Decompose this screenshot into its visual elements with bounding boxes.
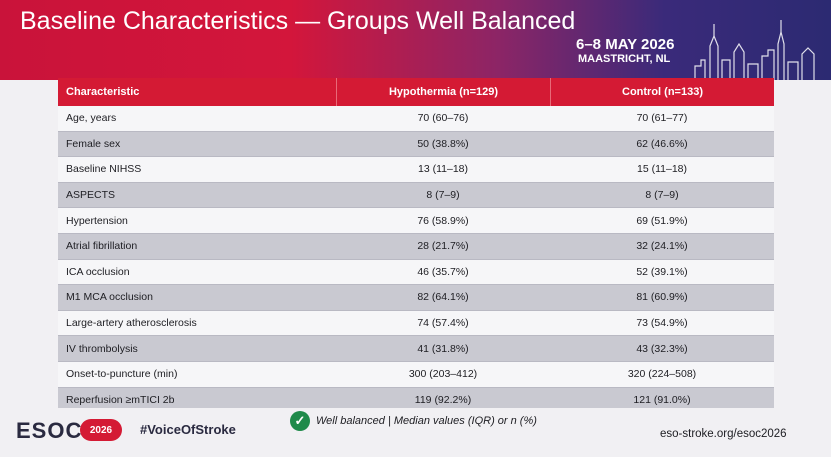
cell-hypothermia: 46 (35.7%)	[417, 265, 469, 278]
table-legend: Well balanced | Median values (IQR) or n…	[316, 415, 537, 427]
hashtag: #VoiceOfStroke	[140, 422, 236, 437]
cell-hypothermia: 76 (58.9%)	[417, 214, 469, 227]
cell-hypothermia: 50 (38.8%)	[417, 137, 469, 150]
header-hypothermia: Hypothermia (n=129)	[336, 78, 550, 106]
slide-footer: ESOC 2026 #VoiceOfStroke ✓ Well balanced…	[0, 408, 831, 457]
cell-control: 32 (24.1%)	[636, 240, 688, 253]
event-date: 6–8 MAY 2026	[576, 36, 675, 53]
baseline-table: Characteristic Hypothermia (n=129) Contr…	[58, 78, 774, 414]
table-row: Large-artery atherosclerosis 74 (57.4%) 73…	[58, 310, 774, 337]
cell-characteristic: M1 MCA occlusion	[66, 291, 153, 304]
table-row: ASPECTS 8 (7–9) 8 (7–9)	[58, 182, 774, 209]
table-row: Hypertension 76 (58.9%) 69 (51.9%)	[58, 208, 774, 234]
cell-control: 69 (51.9%)	[636, 214, 688, 227]
table-row: Onset-to-puncture (min) 300 (203–412) 320 …	[58, 361, 774, 388]
table-row: IV thrombolysis 41 (31.8%) 43 (32.3%)	[58, 336, 774, 362]
esoc-year-badge: 2026	[80, 419, 122, 441]
cell-hypothermia: 119 (92.2%)	[414, 393, 472, 406]
table-row: Age, years 70 (60–76) 70 (61–77)	[58, 106, 774, 132]
cell-characteristic: Reperfusion ≥mTICI 2b	[66, 393, 175, 406]
slide-title: Baseline Characteristics — Groups Well B…	[20, 7, 576, 35]
cell-hypothermia: 74 (57.4%)	[417, 317, 469, 330]
cell-characteristic: Atrial fibrillation	[66, 240, 138, 253]
esoc-logo: ESOC	[16, 418, 83, 443]
cell-control: 43 (32.3%)	[636, 342, 688, 355]
table-row: Female sex 50 (38.8%) 62 (46.6%)	[58, 131, 774, 158]
cell-characteristic: Baseline NIHSS	[66, 163, 142, 176]
table-row: Atrial fibrillation 28 (21.7%) 32 (24.1%)	[58, 233, 774, 260]
cell-control: 52 (39.1%)	[636, 265, 688, 278]
cell-hypothermia: 82 (64.1%)	[417, 291, 469, 304]
cell-characteristic: Hypertension	[66, 214, 128, 227]
cell-characteristic: Age, years	[66, 112, 117, 125]
cell-hypothermia: 8 (7–9)	[426, 189, 460, 202]
website-link[interactable]: eso-stroke.org/esoc2026	[660, 428, 787, 440]
cell-characteristic: ASPECTS	[66, 189, 116, 202]
cell-characteristic: Onset-to-puncture (min)	[66, 368, 178, 381]
slide-header: Baseline Characteristics — Groups Well B…	[0, 0, 831, 80]
cell-hypothermia: 70 (60–76)	[417, 112, 469, 125]
cell-hypothermia: 28 (21.7%)	[417, 240, 469, 253]
cell-hypothermia: 41 (31.8%)	[417, 342, 469, 355]
cell-characteristic: Female sex	[66, 137, 121, 150]
event-city: MAASTRICHT, NL	[578, 53, 671, 65]
table-row: Baseline NIHSS 13 (11–18) 15 (11–18)	[58, 157, 774, 183]
cell-control: 320 (224–508)	[627, 368, 697, 381]
city-skyline-icon	[694, 20, 815, 80]
cell-control: 70 (61–77)	[636, 112, 688, 125]
cell-control: 62 (46.6%)	[636, 137, 688, 150]
cell-characteristic: IV thrombolysis	[66, 342, 138, 355]
cell-control: 121 (91.0%)	[633, 393, 691, 406]
table-row: M1 MCA occlusion 82 (64.1%) 81 (60.9%)	[58, 285, 774, 311]
check-circle-icon: ✓	[290, 411, 310, 431]
cell-control: 8 (7–9)	[645, 189, 679, 202]
table-row: ICA occlusion 46 (35.7%) 52 (39.1%)	[58, 259, 774, 286]
cell-hypothermia: 300 (203–412)	[408, 368, 478, 381]
header-characteristic: Characteristic	[66, 86, 140, 98]
cell-hypothermia: 13 (11–18)	[417, 163, 468, 176]
table-body: Age, years 70 (60–76) 70 (61–77) Female sex…	[58, 106, 774, 414]
cell-control: 81 (60.9%)	[636, 291, 688, 304]
cell-characteristic: Large-artery atherosclerosis	[66, 317, 197, 330]
table-header-row: Characteristic Hypothermia (n=129) Contr…	[58, 78, 774, 106]
header-control: Control (n=133)	[550, 78, 774, 106]
cell-control: 73 (54.9%)	[636, 317, 688, 330]
cell-control: 15 (11–18)	[636, 163, 687, 176]
cell-characteristic: ICA occlusion	[66, 265, 130, 278]
